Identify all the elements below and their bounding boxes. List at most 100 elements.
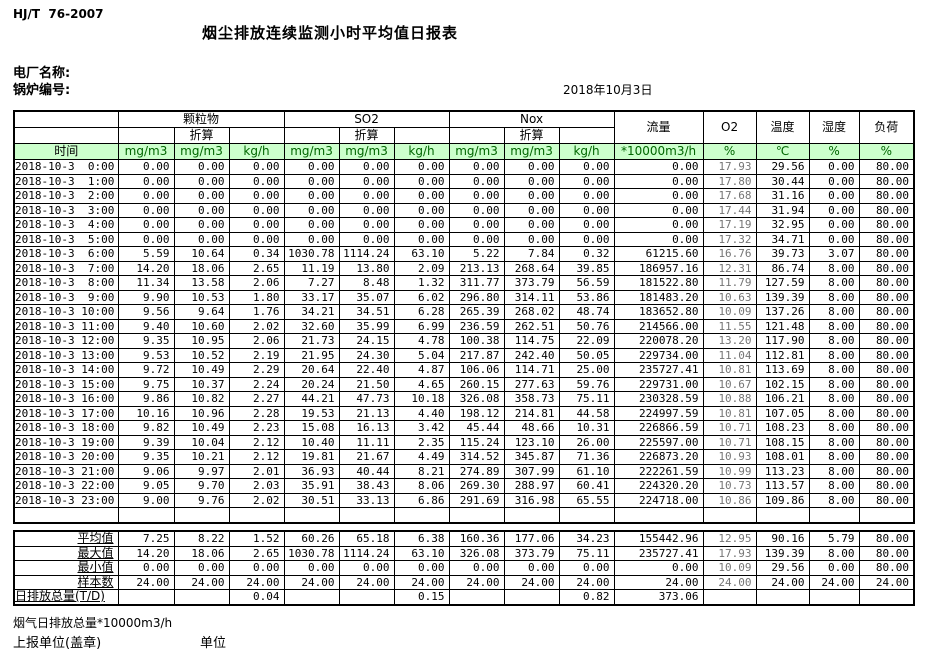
summary-value-cell: 2.65: [228, 545, 285, 561]
value-cell: 0.00: [117, 159, 175, 175]
value-cell: 186957.16: [613, 260, 704, 276]
value-cell: 1.76: [228, 304, 285, 320]
summary-value-cell: 80.00: [858, 530, 915, 547]
value-cell: 2.19: [228, 347, 285, 363]
value-cell: 10.63: [702, 289, 757, 305]
value-cell: 63.10: [393, 246, 450, 262]
blank-cell: [702, 507, 757, 523]
value-cell: 31.16: [755, 188, 810, 204]
header-blank-cell: [283, 127, 340, 144]
unit-cell: %: [702, 143, 757, 160]
summary-value-cell: 8.22: [173, 530, 230, 547]
col-group-particulate: 颗粒物: [117, 110, 285, 128]
table-row: 2018-10-3 13:00 9.53 10.52 2.19 21.95 24.30 5.…: [13, 347, 915, 363]
value-cell: 0.00: [338, 231, 395, 247]
unit-cell: kg/h: [393, 143, 450, 160]
value-cell: 269.30: [448, 478, 505, 494]
value-cell: 10.16: [117, 405, 175, 421]
value-cell: 373.79: [503, 275, 560, 291]
value-cell: 265.39: [448, 304, 505, 320]
time-cell: 2018-10-3 21:00: [13, 463, 119, 479]
value-cell: 32.60: [283, 318, 340, 334]
summary-label: 最大值: [13, 545, 119, 561]
value-cell: 32.95: [755, 217, 810, 233]
value-cell: 114.75: [503, 333, 560, 349]
summary-value-cell: 24.00: [503, 574, 560, 590]
value-cell: 0.00: [173, 231, 230, 247]
value-cell: 2.65: [228, 260, 285, 276]
summary-value-cell: 12.95: [702, 530, 757, 547]
summary-value-cell: 0.00: [338, 560, 395, 576]
value-cell: 30.44: [755, 173, 810, 189]
value-cell: 0.00: [613, 202, 704, 218]
value-cell: 80.00: [858, 260, 915, 276]
value-cell: 9.64: [173, 304, 230, 320]
value-cell: 4.87: [393, 362, 450, 378]
time-cell: 2018-10-3 6:00: [13, 246, 119, 262]
value-cell: 3.07: [808, 246, 860, 262]
blank-cell: [228, 507, 285, 523]
value-cell: 0.00: [228, 231, 285, 247]
value-cell: 30.51: [283, 492, 340, 508]
value-cell: 24.15: [338, 333, 395, 349]
value-cell: 17.68: [702, 188, 757, 204]
summary-value-cell: 34.23: [558, 530, 615, 547]
summary-value-cell: 24.00: [858, 574, 915, 590]
value-cell: 0.00: [173, 217, 230, 233]
value-cell: 113.69: [755, 362, 810, 378]
summary-value-cell: 60.26: [283, 530, 340, 547]
value-cell: 24.30: [338, 347, 395, 363]
value-cell: 2.12: [228, 449, 285, 465]
value-cell: 0.00: [448, 188, 505, 204]
value-cell: 224320.20: [613, 478, 704, 494]
value-cell: 65.55: [558, 492, 615, 508]
value-cell: 6.02: [393, 289, 450, 305]
value-cell: 10.71: [702, 434, 757, 450]
value-cell: 0.00: [228, 217, 285, 233]
daily-total-cell: [283, 589, 340, 605]
col-header-humidity: 湿度: [808, 110, 860, 144]
value-cell: 7.84: [503, 246, 560, 262]
value-cell: 1030.78: [283, 246, 340, 262]
value-cell: 0.00: [338, 202, 395, 218]
table-row: 2018-10-3 18:00 9.82 10.49 2.23 15.08 16.13 3.…: [13, 420, 915, 436]
value-cell: 22.09: [558, 333, 615, 349]
summary-value-cell: 24.00: [393, 574, 450, 590]
summary-value-cell: 1.52: [228, 530, 285, 547]
value-cell: 2.06: [228, 275, 285, 291]
value-cell: 268.64: [503, 260, 560, 276]
value-cell: 0.00: [808, 159, 860, 175]
value-cell: 80.00: [858, 362, 915, 378]
summary-value-cell: 24.00: [702, 574, 757, 590]
value-cell: 8.00: [808, 362, 860, 378]
daily-total-row: 日排放总量(T/D) 0.04 0.15 0.82 373.06: [13, 589, 915, 605]
blank-cell: [503, 507, 560, 523]
daily-total-cell: [858, 589, 915, 605]
blank-cell: [808, 507, 860, 523]
converted-label-nox: 折算: [503, 127, 560, 144]
value-cell: 2.27: [228, 391, 285, 407]
value-cell: 102.15: [755, 376, 810, 392]
table-row: 2018-10-3 8:00 11.34 13.58 2.06 7.27 8.48 1.32…: [13, 275, 915, 291]
value-cell: 10.49: [173, 420, 230, 436]
summary-value-cell: 0.00: [613, 560, 704, 576]
value-cell: 0.00: [448, 202, 505, 218]
value-cell: 0.00: [448, 231, 505, 247]
value-cell: 0.00: [117, 173, 175, 189]
value-cell: 80.00: [858, 492, 915, 508]
value-cell: 224718.00: [613, 492, 704, 508]
unit-cell: kg/h: [558, 143, 615, 160]
value-cell: 9.56: [117, 304, 175, 320]
time-cell: 2018-10-3 10:00: [13, 304, 119, 320]
summary-value-cell: 0.00: [808, 560, 860, 576]
blank-cell: [558, 507, 615, 523]
value-cell: 0.00: [173, 173, 230, 189]
value-cell: 35.07: [338, 289, 395, 305]
header-group-row: 颗粒物 SO2 Nox 流量 O2 温度 湿度 负荷: [13, 110, 915, 144]
value-cell: 36.93: [283, 463, 340, 479]
value-cell: 40.44: [338, 463, 395, 479]
value-cell: 8.00: [808, 478, 860, 494]
table-row: 2018-10-3 15:00 9.75 10.37 2.24 20.24 21.50 4.…: [13, 376, 915, 392]
value-cell: 6.86: [393, 492, 450, 508]
value-cell: 229734.00: [613, 347, 704, 363]
